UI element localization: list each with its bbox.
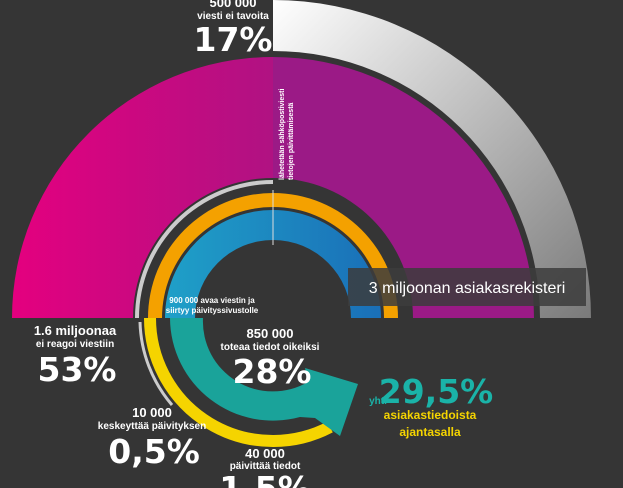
interrupted-label: keskeyttää päivityksen: [98, 421, 206, 432]
top-percent: 17%: [194, 20, 273, 59]
top-label: viesti ei tavoita: [197, 11, 269, 22]
top-count: 500 000: [210, 0, 257, 10]
total-percent: 29,5%: [379, 372, 494, 411]
purple-segment: [273, 57, 534, 318]
orange-ring: [148, 193, 398, 318]
opened: 900 000 avaa viestin ja: [169, 296, 255, 305]
register-box: [348, 268, 586, 306]
confirmed-label: toteaa tiedot oikeiksi: [221, 342, 320, 353]
thin-arc-low: [138, 321, 174, 406]
blue-ring: [165, 210, 381, 318]
opened: siirtyy päivityssivustolle: [166, 306, 259, 315]
email-note: lähetetään sähköpostiviesti: [279, 89, 286, 180]
updated-percent: 1,5%: [219, 469, 311, 488]
magenta-segment: [12, 57, 273, 318]
teal-arrow: [170, 318, 358, 436]
interrupted-percent: 0,5%: [108, 432, 200, 471]
no-reaction-count: 1.6 miljoonaa: [34, 323, 117, 338]
total-line: ajantasalla: [399, 425, 461, 439]
updated-count: 40 000: [245, 446, 285, 461]
yellow-arc: [144, 317, 333, 447]
no-reaction-label: ei reagoi viestiin: [36, 339, 114, 350]
register: 3 miljoonan asiakasrekisteri: [369, 280, 566, 297]
total-prefix: yht.: [369, 396, 387, 407]
confirmed-count: 850 000: [247, 326, 294, 341]
interrupted-count: 10 000: [132, 405, 172, 420]
updated-label: päivittää tiedot: [230, 461, 301, 472]
no-reaction-percent: 53%: [38, 350, 117, 389]
total-line: asiakastiedoista: [384, 408, 477, 422]
email-note: tietojen päivittämisestä: [288, 102, 295, 180]
confirmed-percent: 28%: [233, 352, 312, 391]
